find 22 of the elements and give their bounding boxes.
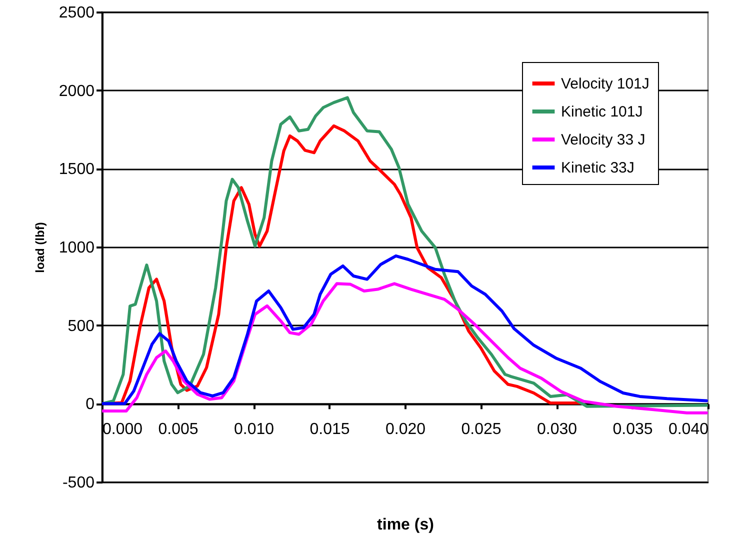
x-axis-title: time (s)	[377, 516, 434, 534]
legend-label: Velocity 101J	[561, 76, 650, 92]
x-tick-label: 0.005	[158, 421, 198, 438]
y-tick-label: 0	[86, 396, 95, 414]
y-axis-title: load (lbf)	[32, 222, 47, 273]
y-tick-label: -500	[62, 474, 95, 492]
legend-label: Velocity 33 J	[561, 132, 646, 148]
y-tick-label: 500	[68, 318, 95, 335]
x-tick-label: 0.020	[385, 421, 426, 438]
legend-label: Kinetic 33J	[561, 160, 634, 176]
y-tick-label: 1000	[58, 240, 95, 256]
x-tick-label: 0.035	[612, 421, 653, 438]
y-tick-label: 2000	[58, 82, 95, 100]
x-tick-label: 0.010	[234, 421, 274, 438]
x-tick-label: 0.025	[461, 421, 502, 438]
y-tick-label: 2500	[58, 4, 95, 22]
x-tick-label: 0.015	[310, 421, 350, 438]
x-tick-label: 0.000	[102, 421, 143, 438]
x-tick-label: 0.030	[536, 421, 578, 438]
y-tick-label: 1500	[58, 161, 95, 178]
legend-label: Kinetic 101J	[561, 104, 643, 120]
x-tick-label: 0.040	[668, 421, 709, 438]
